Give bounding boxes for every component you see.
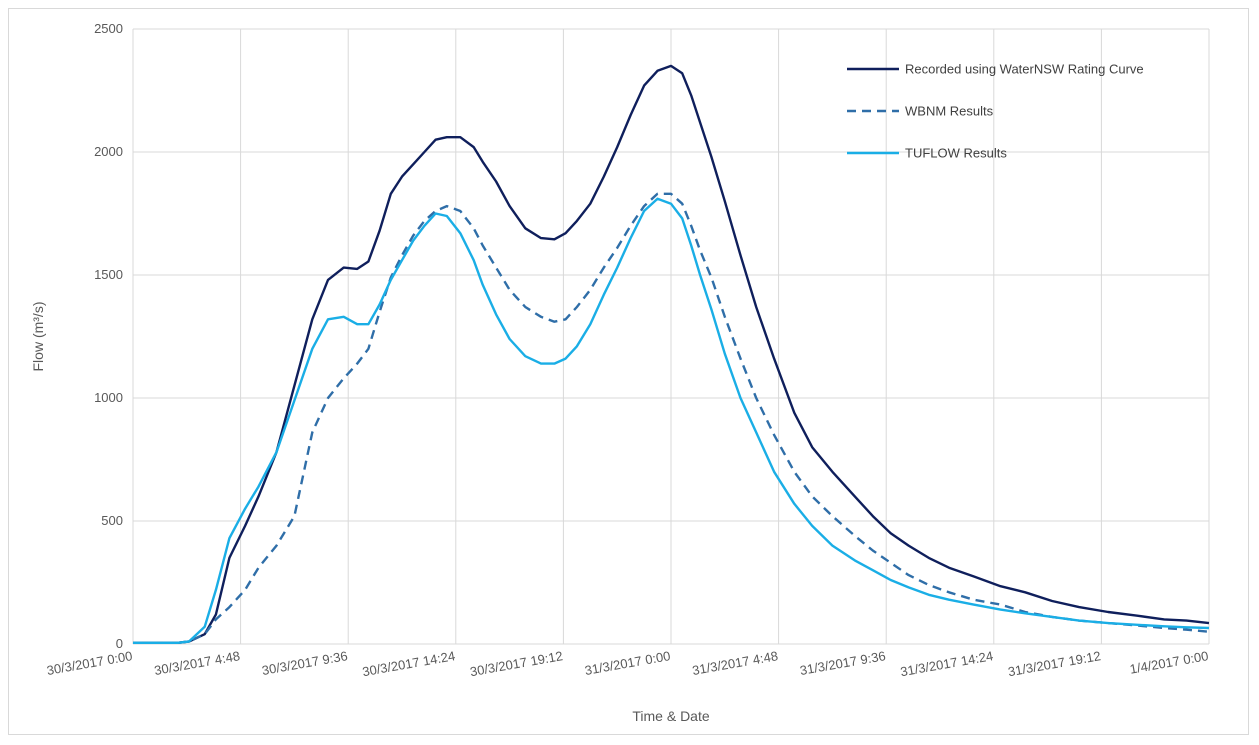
chart-frame: 0 500 1000 1500 2000 2500 30/3/2017 0:00 30/3/… xyxy=(8,8,1249,735)
y-tick-label: 2000 xyxy=(94,144,123,159)
legend: Recorded using WaterNSW Rating Curve WBNM… xyxy=(847,62,1144,161)
x-tick-label: 31/3/2017 9:36 xyxy=(799,648,887,678)
y-tick-label: 1000 xyxy=(94,390,123,405)
series-line-1 xyxy=(133,64,1210,644)
x-axis-title: Time & Date xyxy=(632,708,709,724)
x-tick-label: 31/3/2017 14:24 xyxy=(899,648,994,679)
y-axis-title: Flow (m³/s) xyxy=(30,302,46,372)
x-tick-label: 30/3/2017 0:00 xyxy=(45,648,133,678)
legend-label: Recorded using WaterNSW Rating Curve xyxy=(905,62,1144,77)
series-line-2 xyxy=(133,192,1210,644)
x-tick-label: 31/3/2017 19:12 xyxy=(1007,648,1102,679)
legend-label: TUFLOW Results xyxy=(905,146,1007,161)
x-tick-label: 30/3/2017 19:12 xyxy=(469,648,564,679)
series-lines xyxy=(133,64,1210,644)
y-tick-label: 500 xyxy=(101,513,123,528)
grid xyxy=(132,28,1210,645)
series-line-3 xyxy=(133,197,1210,644)
x-axis-ticks: 30/3/2017 0:00 30/3/2017 4:48 30/3/2017 9:… xyxy=(45,648,1209,679)
y-axis-ticks: 0 500 1000 1500 2000 2500 xyxy=(94,21,123,651)
legend-label: WBNM Results xyxy=(905,104,994,119)
x-tick-label: 30/3/2017 14:24 xyxy=(361,648,456,679)
y-tick-label: 1500 xyxy=(94,267,123,282)
x-tick-label: 30/3/2017 4:48 xyxy=(153,648,241,678)
x-tick-label: 1/4/2017 0:00 xyxy=(1129,648,1210,677)
y-tick-label: 0 xyxy=(116,636,123,651)
x-tick-label: 30/3/2017 9:36 xyxy=(261,648,349,678)
x-tick-label: 31/3/2017 4:48 xyxy=(691,648,779,678)
y-tick-label: 2500 xyxy=(94,21,123,36)
x-tick-label: 31/3/2017 0:00 xyxy=(583,648,671,678)
